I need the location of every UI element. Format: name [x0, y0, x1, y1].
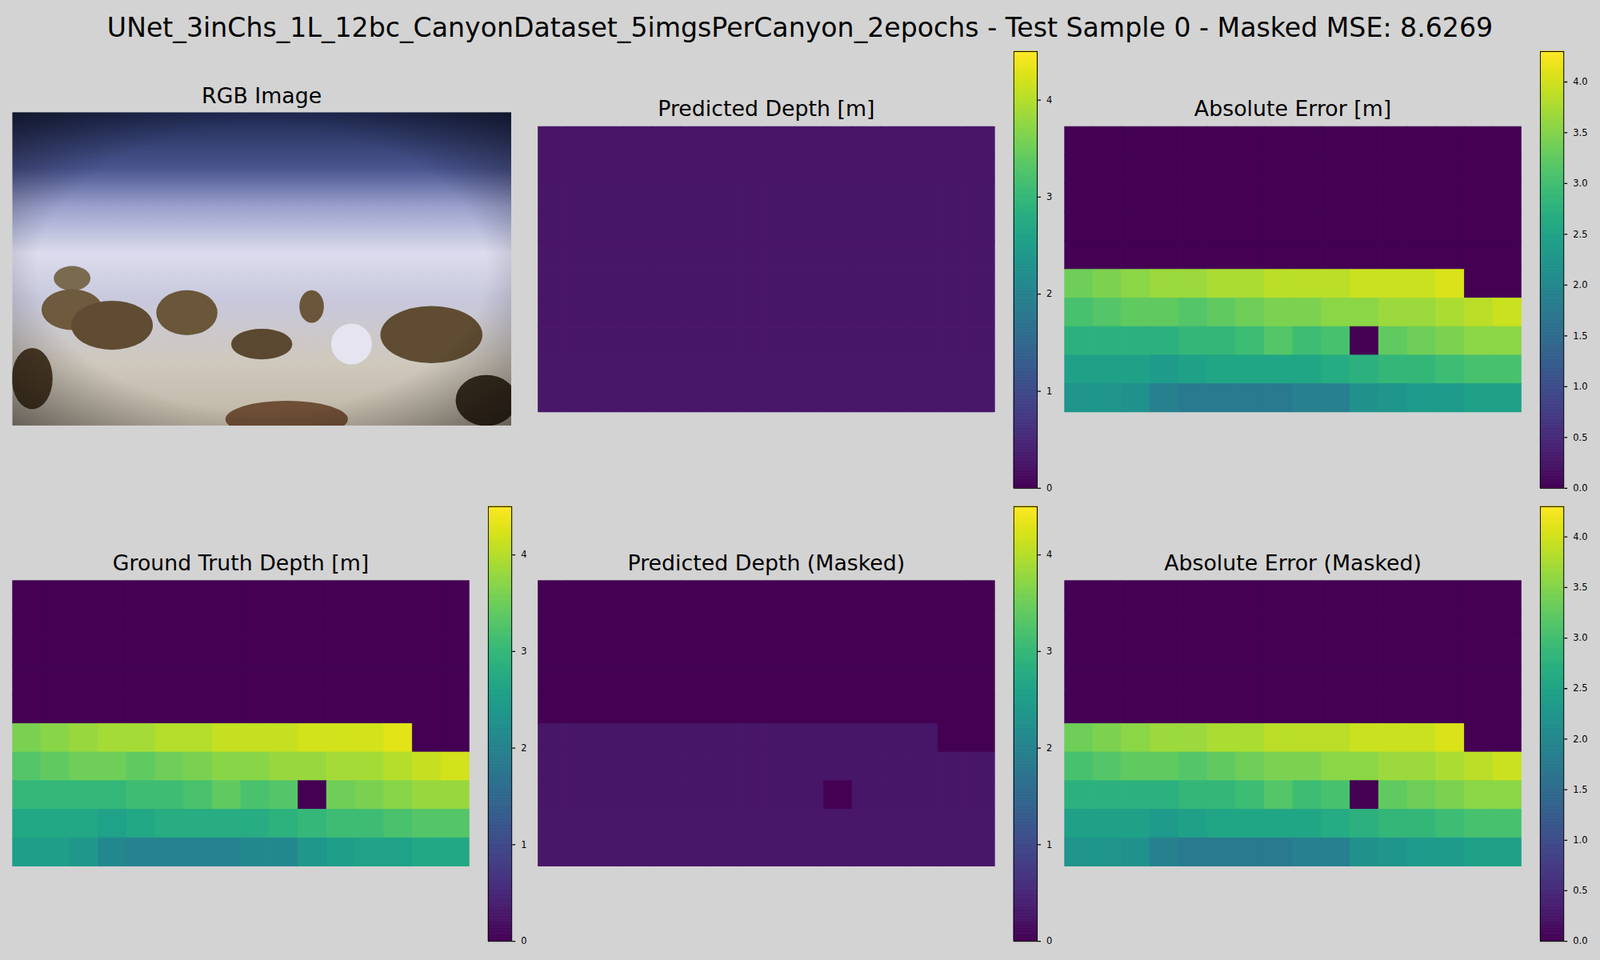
svg-text:0: 0 — [520, 935, 527, 947]
svg-text:3.5: 3.5 — [1572, 127, 1588, 139]
svg-text:2: 2 — [1046, 742, 1052, 754]
svg-text:4.0: 4.0 — [1572, 76, 1588, 88]
html-text:Ground Truth Depth [m]: Ground Truth Depth [m] — [112, 551, 370, 576]
svg-text:0.0: 0.0 — [1572, 935, 1588, 947]
svg-text:0.5: 0.5 — [1572, 432, 1588, 444]
html-text:Predicted Depth [m]: Predicted Depth [m] — [657, 96, 875, 122]
svg-text:4.0: 4.0 — [1572, 531, 1588, 543]
svg-text:3: 3 — [1046, 645, 1052, 657]
svg-text:2.0: 2.0 — [1572, 279, 1588, 291]
svg-text:2.5: 2.5 — [1572, 228, 1588, 240]
svg-text:4: 4 — [1046, 94, 1052, 106]
svg-text:1: 1 — [520, 839, 527, 851]
html-text:Predicted Depth (Masked): Predicted Depth (Masked) — [627, 551, 906, 576]
svg-text:4: 4 — [520, 548, 527, 560]
html-text:Absolute Error [m]: Absolute Error [m] — [1194, 96, 1392, 122]
svg-text:2.0: 2.0 — [1572, 733, 1588, 745]
svg-text:2.5: 2.5 — [1572, 682, 1588, 694]
html-text:RGB Image: RGB Image — [201, 83, 322, 109]
svg-text:1: 1 — [1046, 385, 1052, 397]
svg-text:3.0: 3.0 — [1572, 177, 1588, 189]
svg-text:3: 3 — [520, 645, 527, 657]
html-text:Absolute Error (Masked): Absolute Error (Masked) — [1164, 551, 1422, 576]
svg-text:1: 1 — [1046, 839, 1052, 851]
svg-text:3.0: 3.0 — [1572, 632, 1588, 644]
svg-text:1.0: 1.0 — [1572, 834, 1588, 846]
svg-text:1.5: 1.5 — [1572, 784, 1588, 796]
svg-text:0.0: 0.0 — [1572, 482, 1588, 494]
svg-text:0: 0 — [1046, 482, 1052, 494]
svg-text:3.5: 3.5 — [1572, 581, 1588, 593]
svg-text:3: 3 — [1046, 191, 1052, 203]
svg-text:0.5: 0.5 — [1572, 884, 1588, 896]
svg-text:0: 0 — [1046, 935, 1052, 947]
svg-text:2: 2 — [1046, 288, 1052, 300]
html-text:UNet_3inChs_1L_12bc_CanyonData: UNet_3inChs_1L_12bc_CanyonDataset_5imgsP… — [107, 12, 1493, 43]
svg-text:1.0: 1.0 — [1572, 380, 1588, 392]
svg-text:4: 4 — [1046, 548, 1052, 560]
svg-text:2: 2 — [520, 742, 527, 754]
svg-text:1.5: 1.5 — [1572, 330, 1588, 342]
